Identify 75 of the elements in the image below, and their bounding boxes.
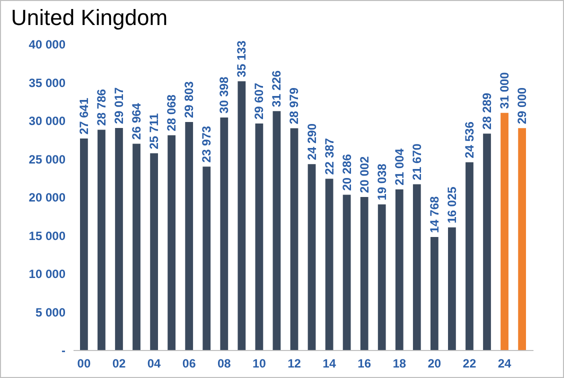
data-label: 21 670 <box>410 143 424 180</box>
bar <box>255 124 264 350</box>
data-label: 28 289 <box>480 92 494 130</box>
data-label: 31 226 <box>270 70 284 108</box>
data-label: 28 979 <box>287 87 302 124</box>
bar <box>220 117 228 350</box>
data-label: 22 387 <box>322 138 336 175</box>
bar <box>168 135 176 350</box>
data-label: 20 002 <box>357 156 372 193</box>
bar <box>483 134 491 350</box>
chart-title: United Kingdom <box>11 5 168 30</box>
x-tick-label: 08 <box>217 356 232 370</box>
bar <box>202 166 211 350</box>
y-tick-label: 10 000 <box>28 267 66 281</box>
bar <box>500 112 508 350</box>
y-tick-label: - <box>62 344 66 358</box>
data-label: 25 711 <box>147 112 162 150</box>
data-label: 29 017 <box>112 86 126 124</box>
data-label: 20 286 <box>340 154 354 191</box>
y-tick-label: 15 000 <box>28 228 66 243</box>
bar <box>308 164 316 350</box>
bar <box>325 178 334 350</box>
x-tick-label: 10 <box>252 356 266 370</box>
bar <box>412 184 421 350</box>
x-tick-label: 20 <box>428 356 442 370</box>
bar <box>150 153 158 350</box>
data-label: 31 000 <box>498 72 512 109</box>
bar <box>430 237 438 350</box>
bar <box>98 130 106 350</box>
bar <box>272 111 281 350</box>
y-tick-label: 25 000 <box>28 152 66 166</box>
data-label: 19 038 <box>374 163 389 200</box>
data-label: 24 290 <box>304 123 319 160</box>
y-tick-label: 35 000 <box>28 76 66 90</box>
bar <box>80 138 88 350</box>
data-label: 21 004 <box>392 148 406 186</box>
x-tick-label: 02 <box>112 356 126 370</box>
data-label: 28 068 <box>164 94 179 132</box>
x-tick-label: 04 <box>147 356 162 370</box>
x-tick-label: 12 <box>288 356 302 370</box>
y-tick-label: 40 000 <box>28 38 66 52</box>
data-label: 23 973 <box>200 126 214 163</box>
bar <box>290 128 298 350</box>
data-label: 16 025 <box>444 186 459 224</box>
data-label: 28 786 <box>94 88 108 126</box>
data-label: 27 641 <box>76 98 91 135</box>
bar <box>132 144 140 350</box>
data-label: 29 000 <box>515 87 530 124</box>
data-label: 29 607 <box>252 82 266 120</box>
x-tick-label: 14 <box>322 356 336 370</box>
bar <box>466 162 474 350</box>
bar <box>342 194 351 350</box>
bar <box>518 128 526 350</box>
x-tick-label: 00 <box>77 356 91 370</box>
x-tick-label: 22 <box>462 356 476 370</box>
bar <box>238 81 246 350</box>
data-label: 30 398 <box>217 76 232 114</box>
x-tick-label: 06 <box>182 356 196 370</box>
bar <box>360 196 368 350</box>
bar <box>115 128 123 350</box>
bar <box>378 204 386 350</box>
data-label: 29 803 <box>182 80 196 118</box>
x-tick-label: 16 <box>358 356 372 370</box>
x-tick-label: 24 <box>498 356 512 370</box>
y-tick-label: 20 000 <box>28 190 66 204</box>
data-label: 14 768 <box>427 196 442 234</box>
bar <box>448 227 456 350</box>
bar <box>395 189 404 350</box>
x-tick-label: 18 <box>392 356 406 370</box>
y-tick-label: 5 000 <box>35 305 66 320</box>
bar <box>185 122 194 350</box>
data-label: 35 133 <box>234 40 249 78</box>
data-label: 24 536 <box>462 121 476 158</box>
y-tick-label: 30 000 <box>28 114 66 128</box>
data-label: 26 964 <box>130 102 144 140</box>
